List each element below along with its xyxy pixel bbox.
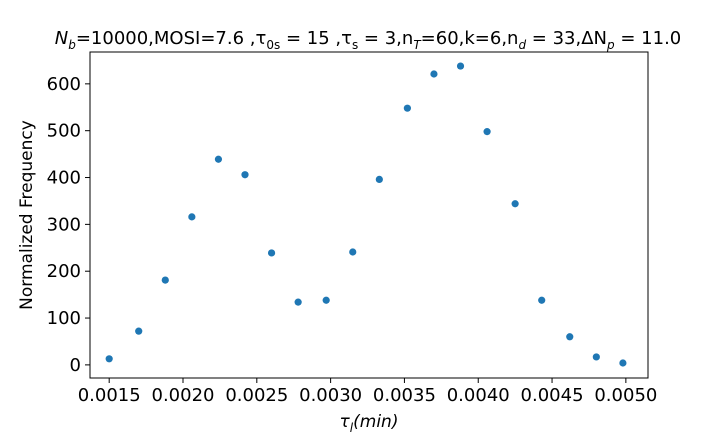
x-tick-label: 0.0040 [447, 385, 510, 406]
y-tick-label: 200 [47, 261, 81, 282]
x-tick-label: 0.0030 [299, 385, 362, 406]
data-point [241, 171, 249, 179]
data-point [375, 175, 383, 184]
data-point [511, 200, 519, 208]
data-point [322, 296, 330, 304]
plot-area-frame [89, 51, 649, 379]
y-tick-label: 0 [70, 355, 81, 376]
data-point [135, 327, 143, 335]
y-tick-label: 500 [47, 121, 81, 142]
chart-title: Nb=10000,MOSI=7.6 ,τ0s = 15 ,τs = 3,nT=6… [55, 28, 682, 52]
data-point [403, 104, 411, 112]
data-point [267, 249, 276, 257]
x-tick-label: 0.0050 [594, 385, 657, 406]
data-point [430, 70, 438, 78]
data-point [349, 248, 357, 256]
y-axis-ticks: 0 100 200 300 400 500 600 [47, 74, 90, 376]
x-tick-label: 0.0035 [373, 385, 436, 406]
data-point [105, 355, 113, 363]
x-tick-label: 0.0020 [152, 385, 215, 406]
data-point [188, 213, 196, 221]
x-tick-label: 0.0045 [521, 385, 584, 406]
data-point [592, 353, 600, 361]
x-tick-label: 0.0025 [225, 385, 288, 406]
data-point [161, 276, 169, 284]
y-tick-label: 400 [47, 168, 81, 189]
data-points [105, 62, 627, 367]
data-point [538, 296, 546, 304]
y-tick-label: 300 [47, 214, 81, 235]
y-tick-label: 100 [47, 308, 81, 329]
data-point [294, 298, 302, 306]
data-point [483, 128, 491, 136]
data-point [566, 333, 574, 341]
data-point [214, 155, 223, 163]
x-axis-label: τl(min) [340, 412, 399, 432]
y-axis-label: Normalized Frequency [17, 120, 37, 310]
y-tick-label: 600 [47, 74, 81, 95]
data-point [456, 62, 465, 70]
data-point [619, 359, 627, 367]
x-axis-ticks: 0.0015 0.0020 0.0025 0.0030 0.0035 0.0040 0.00… [78, 378, 657, 406]
x-tick-label: 0.0015 [78, 385, 141, 406]
